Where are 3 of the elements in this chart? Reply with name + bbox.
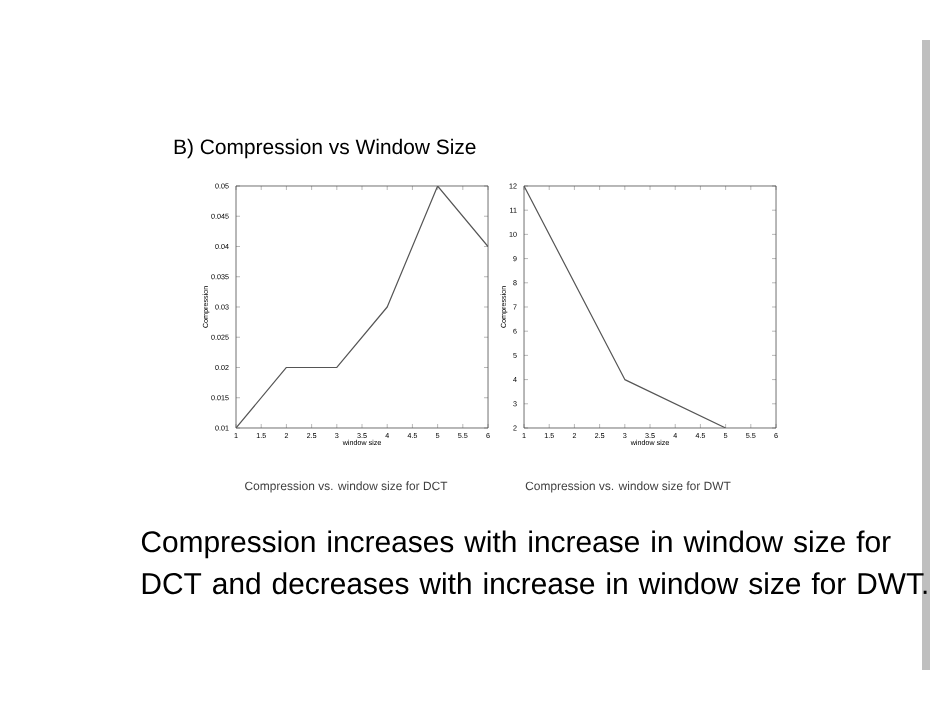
text: Compression increases with increase in window size for DCT and decreases with increase in window size for DWT.	[141, 530, 927, 595]
line-series	[236, 185, 489, 428]
chart-title: B) Compression vs Window Size	[174, 138, 476, 159]
